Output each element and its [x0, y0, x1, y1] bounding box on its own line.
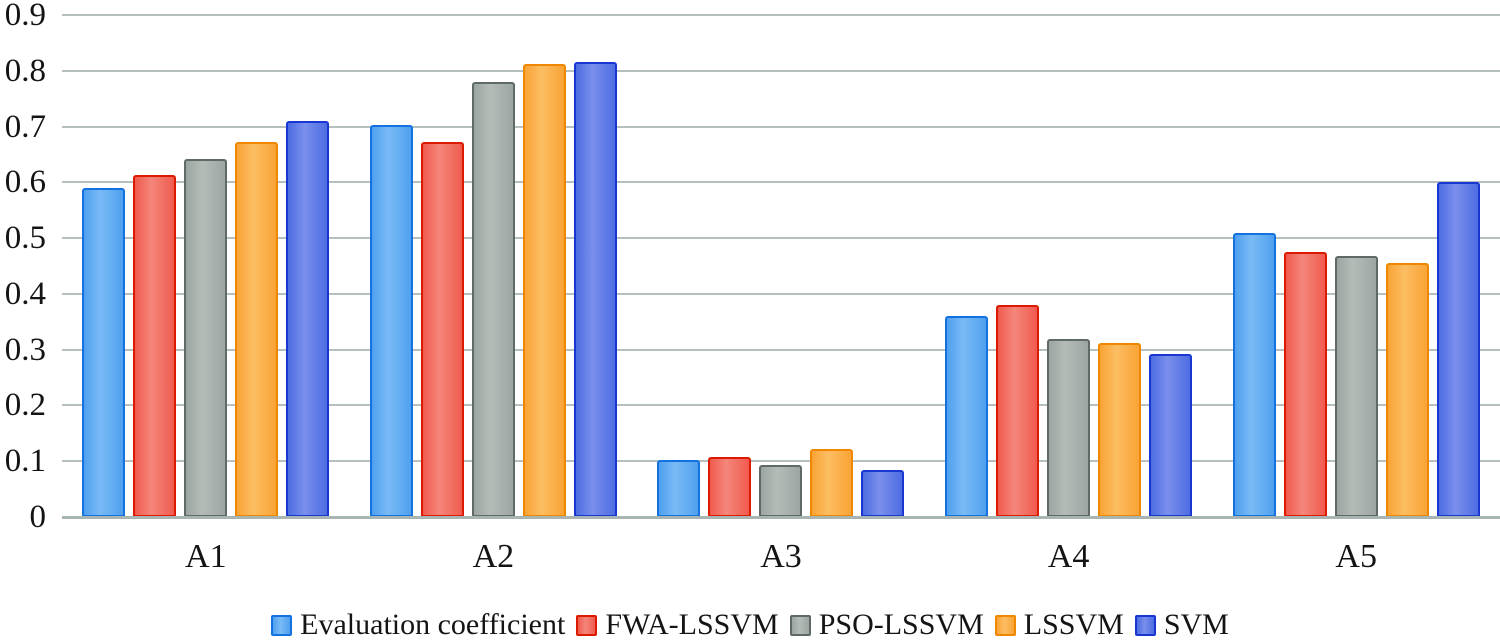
- bar-A4-lssvm: [1098, 342, 1142, 517]
- gridline: [62, 125, 1500, 128]
- legend: Evaluation coefficient FWA-LSSVM PSO-LSSVM…: [0, 607, 1500, 641]
- y-axis-tick-label: 0.3: [4, 331, 46, 368]
- gridline: [62, 69, 1500, 72]
- bar-groups: [62, 15, 1500, 517]
- category-label-A3: A3: [760, 538, 802, 575]
- bar-A2-pso-lssvm: [471, 81, 515, 517]
- bar-A4-svm: [1149, 353, 1193, 517]
- bar-A3-lssvm: [810, 448, 854, 517]
- bar-A1-lssvm: [235, 142, 279, 517]
- category-label-A4: A4: [1047, 538, 1090, 575]
- bar-A4-fwa-lssvm: [996, 305, 1040, 517]
- bar-A1-evaluation-coefficient: [82, 187, 126, 517]
- bar-A2-lssvm: [522, 63, 566, 517]
- bar-A5-lssvm: [1385, 262, 1429, 517]
- bar-A3-evaluation-coefficient: [657, 460, 701, 517]
- category-label-A2: A2: [472, 538, 515, 575]
- y-axis-tick-label: 0.2: [4, 387, 46, 424]
- bar-A1-fwa-lssvm: [133, 175, 177, 517]
- bar-A4-pso-lssvm: [1047, 338, 1091, 517]
- category-label-A5: A5: [1335, 538, 1377, 575]
- legend-item-svm: SVM: [1134, 608, 1229, 641]
- legend-swatch-icon: [1134, 614, 1156, 636]
- legend-swatch-icon: [271, 614, 293, 636]
- y-axis-tick-label: 0.4: [4, 275, 46, 312]
- bar-A2-svm: [573, 62, 617, 517]
- legend-item-pso-lssvm: PSO-LSSVM: [789, 608, 984, 641]
- legend-label: Evaluation coefficient: [300, 608, 566, 641]
- bar-A5-evaluation-coefficient: [1232, 232, 1276, 517]
- x-axis-labels: A1 A2 A3 A4 A5: [62, 540, 1500, 574]
- bar-A5-fwa-lssvm: [1283, 252, 1327, 517]
- bar-A3-fwa-lssvm: [708, 457, 752, 517]
- legend-item-fwa-lssvm: FWA-LSSVM: [576, 608, 779, 641]
- plot-area: [62, 14, 1500, 519]
- y-axis-tick-label: 0: [29, 499, 47, 535]
- legend-item-lssvm: LSSVM: [994, 608, 1124, 641]
- legend-swatch-icon: [576, 614, 598, 636]
- gridline: [62, 404, 1500, 407]
- bar-group-A1: [62, 15, 350, 517]
- bar-A2-fwa-lssvm: [420, 142, 464, 517]
- gridline: [62, 181, 1500, 184]
- gridline: [62, 292, 1500, 295]
- y-axis-tick-label: 0.9: [4, 0, 46, 34]
- bar-A3-svm: [861, 470, 905, 517]
- legend-label: LSSVM: [1023, 608, 1124, 641]
- x-axis-line: [62, 515, 1500, 519]
- bar-group-A2: [350, 15, 638, 517]
- legend-item-evaluation-coefficient: Evaluation coefficient: [271, 608, 565, 641]
- gridline: [62, 237, 1500, 240]
- y-axis-tick-label: 0.7: [4, 108, 46, 145]
- y-axis-tick-label: 0.5: [4, 220, 46, 257]
- bar-group-A3: [637, 15, 925, 517]
- gridline: [62, 14, 1500, 16]
- bar-group-A4: [925, 15, 1213, 517]
- bar-A1-pso-lssvm: [184, 158, 228, 517]
- category-label-A1: A1: [185, 538, 227, 575]
- legend-label: SVM: [1163, 608, 1229, 641]
- legend-label: PSO-LSSVM: [818, 608, 984, 641]
- gridline: [62, 460, 1500, 463]
- legend-label: FWA-LSSVM: [605, 608, 779, 641]
- y-axis-tick-label: 0.1: [4, 443, 46, 480]
- bar-A4-evaluation-coefficient: [945, 316, 989, 517]
- legend-swatch-icon: [994, 614, 1016, 636]
- bar-A3-pso-lssvm: [759, 465, 803, 517]
- y-axis-tick-label: 0.6: [4, 164, 46, 201]
- y-axis-tick-label: 0.8: [4, 52, 46, 89]
- legend-swatch-icon: [789, 614, 811, 636]
- bar-A5-svm: [1436, 182, 1480, 517]
- bar-group-A5: [1212, 15, 1500, 517]
- bar-A2-evaluation-coefficient: [369, 124, 413, 517]
- gridline: [62, 348, 1500, 351]
- bar-A5-pso-lssvm: [1334, 255, 1378, 517]
- bar-A1-svm: [286, 120, 330, 517]
